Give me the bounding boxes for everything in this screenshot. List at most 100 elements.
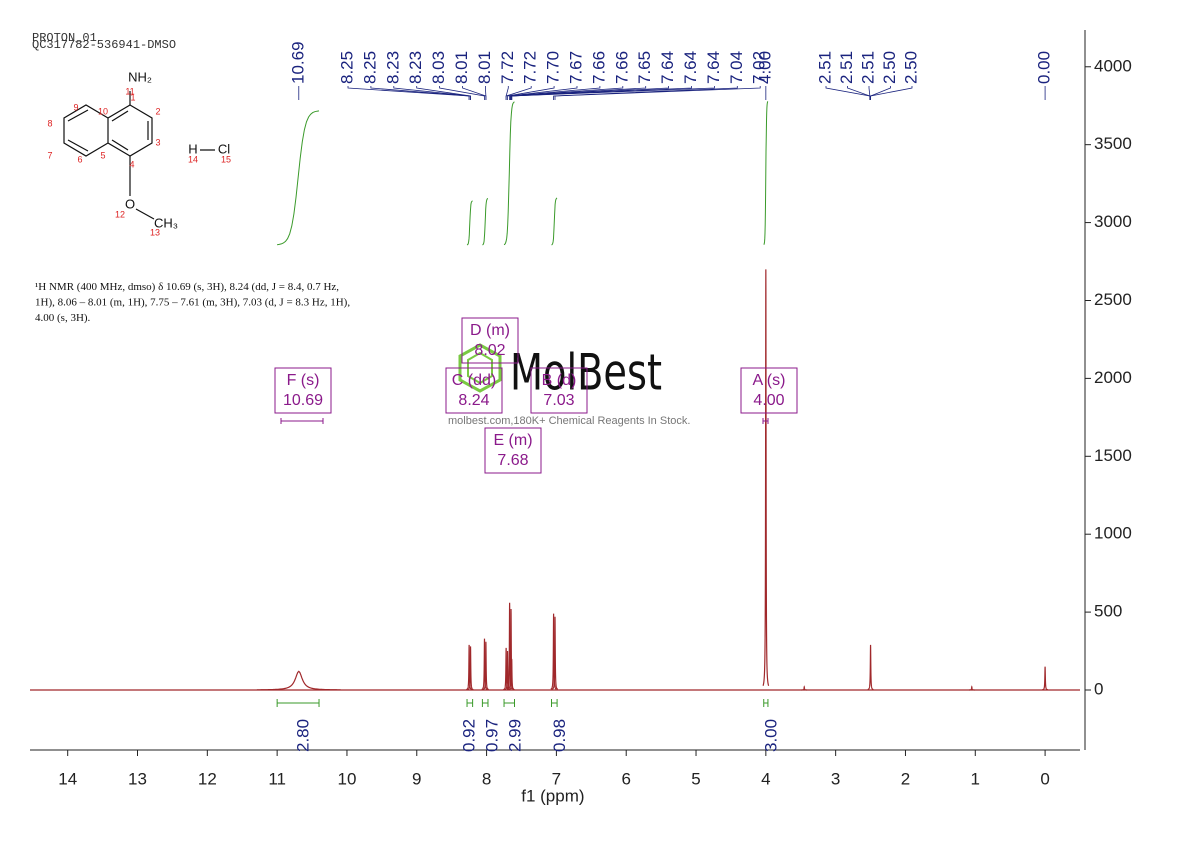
peak-label: 7.64 xyxy=(704,51,723,84)
peak xyxy=(508,658,515,691)
multiplet-shift: 7.68 xyxy=(497,452,528,469)
peak-leader xyxy=(553,86,738,100)
integral-label: 0.97 xyxy=(482,719,501,752)
peak xyxy=(1042,666,1048,691)
integral-label: 2.80 xyxy=(294,719,313,752)
watermark-tagline: molbest.com,180K+ Chemical Reagents In S… xyxy=(448,415,690,427)
atom-label: NH₂ xyxy=(128,69,152,84)
y-tick-label: 500 xyxy=(1094,602,1122,621)
peak-label: 8.23 xyxy=(383,51,402,84)
atom-number: 7 xyxy=(47,150,52,160)
multiplet-label: C (dd) xyxy=(452,372,496,389)
x-tick-label: 5 xyxy=(691,769,700,788)
peak-label: 2.51 xyxy=(815,51,834,84)
atom-label: CH₃ xyxy=(154,215,178,230)
peak-label: 2.50 xyxy=(880,51,899,84)
peak-leader xyxy=(847,86,871,100)
atom-label: O xyxy=(125,196,135,211)
integral-curve xyxy=(277,110,320,246)
peak-label: 7.65 xyxy=(635,51,654,84)
peak-label: 2.50 xyxy=(901,51,920,84)
x-tick-label: 7 xyxy=(552,769,561,788)
peak-leader xyxy=(509,86,624,100)
description: ¹H NMR (400 MHz, dmso) δ 10.69 (s, 3H), … xyxy=(35,281,350,324)
x-tick-label: 6 xyxy=(621,769,630,788)
peak-label: 10.69 xyxy=(288,41,307,84)
x-tick-label: 8 xyxy=(482,769,491,788)
peak-label: 7.64 xyxy=(681,51,700,84)
x-tick-label: 9 xyxy=(412,769,421,788)
x-tick-label: 1 xyxy=(971,769,980,788)
peak-leader xyxy=(510,86,647,100)
peak xyxy=(506,602,513,690)
integral-bracket xyxy=(763,699,769,707)
peak-label: 7.66 xyxy=(612,51,631,84)
peak xyxy=(466,644,473,691)
peak-label: 7.02 xyxy=(750,51,769,84)
peak-label: 8.25 xyxy=(337,51,356,84)
atom-number: 10 xyxy=(98,106,108,116)
peak-leader xyxy=(439,86,485,100)
peak xyxy=(551,616,559,690)
atom-number: 4 xyxy=(129,159,134,169)
peak-label: 4.00 xyxy=(755,51,774,84)
x-tick-label: 13 xyxy=(128,769,147,788)
molecule-bonds xyxy=(63,91,215,220)
integral-label: 0.98 xyxy=(550,719,569,752)
watermark-logo xyxy=(458,343,502,393)
atom-number: 14 xyxy=(188,154,198,164)
x-axis-label: f1 (ppm) xyxy=(521,786,584,805)
y-tick-label: 3500 xyxy=(1094,134,1132,153)
peak-label: 2.51 xyxy=(858,51,877,84)
peak-label: 8.23 xyxy=(406,51,425,84)
multiplet-label: B (d) xyxy=(542,372,577,389)
peak-label: 0.00 xyxy=(1035,51,1054,84)
atom-number: 5 xyxy=(100,150,105,160)
peak-label: 7.64 xyxy=(658,51,677,84)
description-line: ¹H NMR (400 MHz, dmso) δ 10.69 (s, 3H), … xyxy=(35,281,339,293)
multiplet-range xyxy=(280,418,324,424)
x-tick-label: 11 xyxy=(268,769,286,788)
peak-label: 7.72 xyxy=(498,51,517,84)
integral-label: 2.99 xyxy=(505,719,524,752)
peak xyxy=(467,646,474,691)
multiplet-shift: 10.69 xyxy=(283,392,323,409)
integral-curve xyxy=(763,101,769,246)
multiplet-box xyxy=(274,367,332,414)
y-tick-label: 3000 xyxy=(1094,212,1132,231)
atom-number: 11 xyxy=(125,86,134,96)
x-tick-label: 3 xyxy=(831,769,840,788)
integral-curve xyxy=(482,198,488,246)
peak xyxy=(550,613,557,690)
integral-label: 3.00 xyxy=(761,719,780,752)
peak-label: 7.67 xyxy=(566,51,585,84)
peak-label: 8.03 xyxy=(429,51,448,84)
peak-leader xyxy=(511,86,715,100)
description-line: 4.00 (s, 3H). xyxy=(35,312,91,324)
x-tick-label: 14 xyxy=(58,769,77,788)
multiplet-label: E (m) xyxy=(493,432,532,449)
peak xyxy=(801,685,808,691)
multiplet-label: F (s) xyxy=(287,372,320,389)
peak-leader xyxy=(505,86,532,100)
multiplet-box xyxy=(740,367,798,414)
integral-bracket xyxy=(551,699,558,707)
y-tick-label: 0 xyxy=(1094,679,1103,698)
peak-label: 8.01 xyxy=(475,51,494,84)
x-tick-label: 12 xyxy=(198,769,217,788)
atom-number: 8 xyxy=(47,118,52,128)
atom-number: 3 xyxy=(155,137,160,147)
integral-bracket xyxy=(503,699,516,707)
experiment-name: PROTON_01 xyxy=(32,31,97,45)
peak xyxy=(256,670,341,691)
atom-number: 13 xyxy=(150,227,160,237)
x-tick-label: 2 xyxy=(901,769,910,788)
peak xyxy=(762,269,770,687)
sample-name: QC317782-536941-DMSO xyxy=(32,38,176,52)
multiplet-box xyxy=(445,367,503,414)
integral-label: 0.92 xyxy=(459,719,478,752)
y-tick-label: 1000 xyxy=(1094,524,1132,543)
peak-label: 7.04 xyxy=(727,51,746,84)
watermark-brand: MolBest xyxy=(510,344,662,402)
atom-number: 9 xyxy=(73,102,78,112)
